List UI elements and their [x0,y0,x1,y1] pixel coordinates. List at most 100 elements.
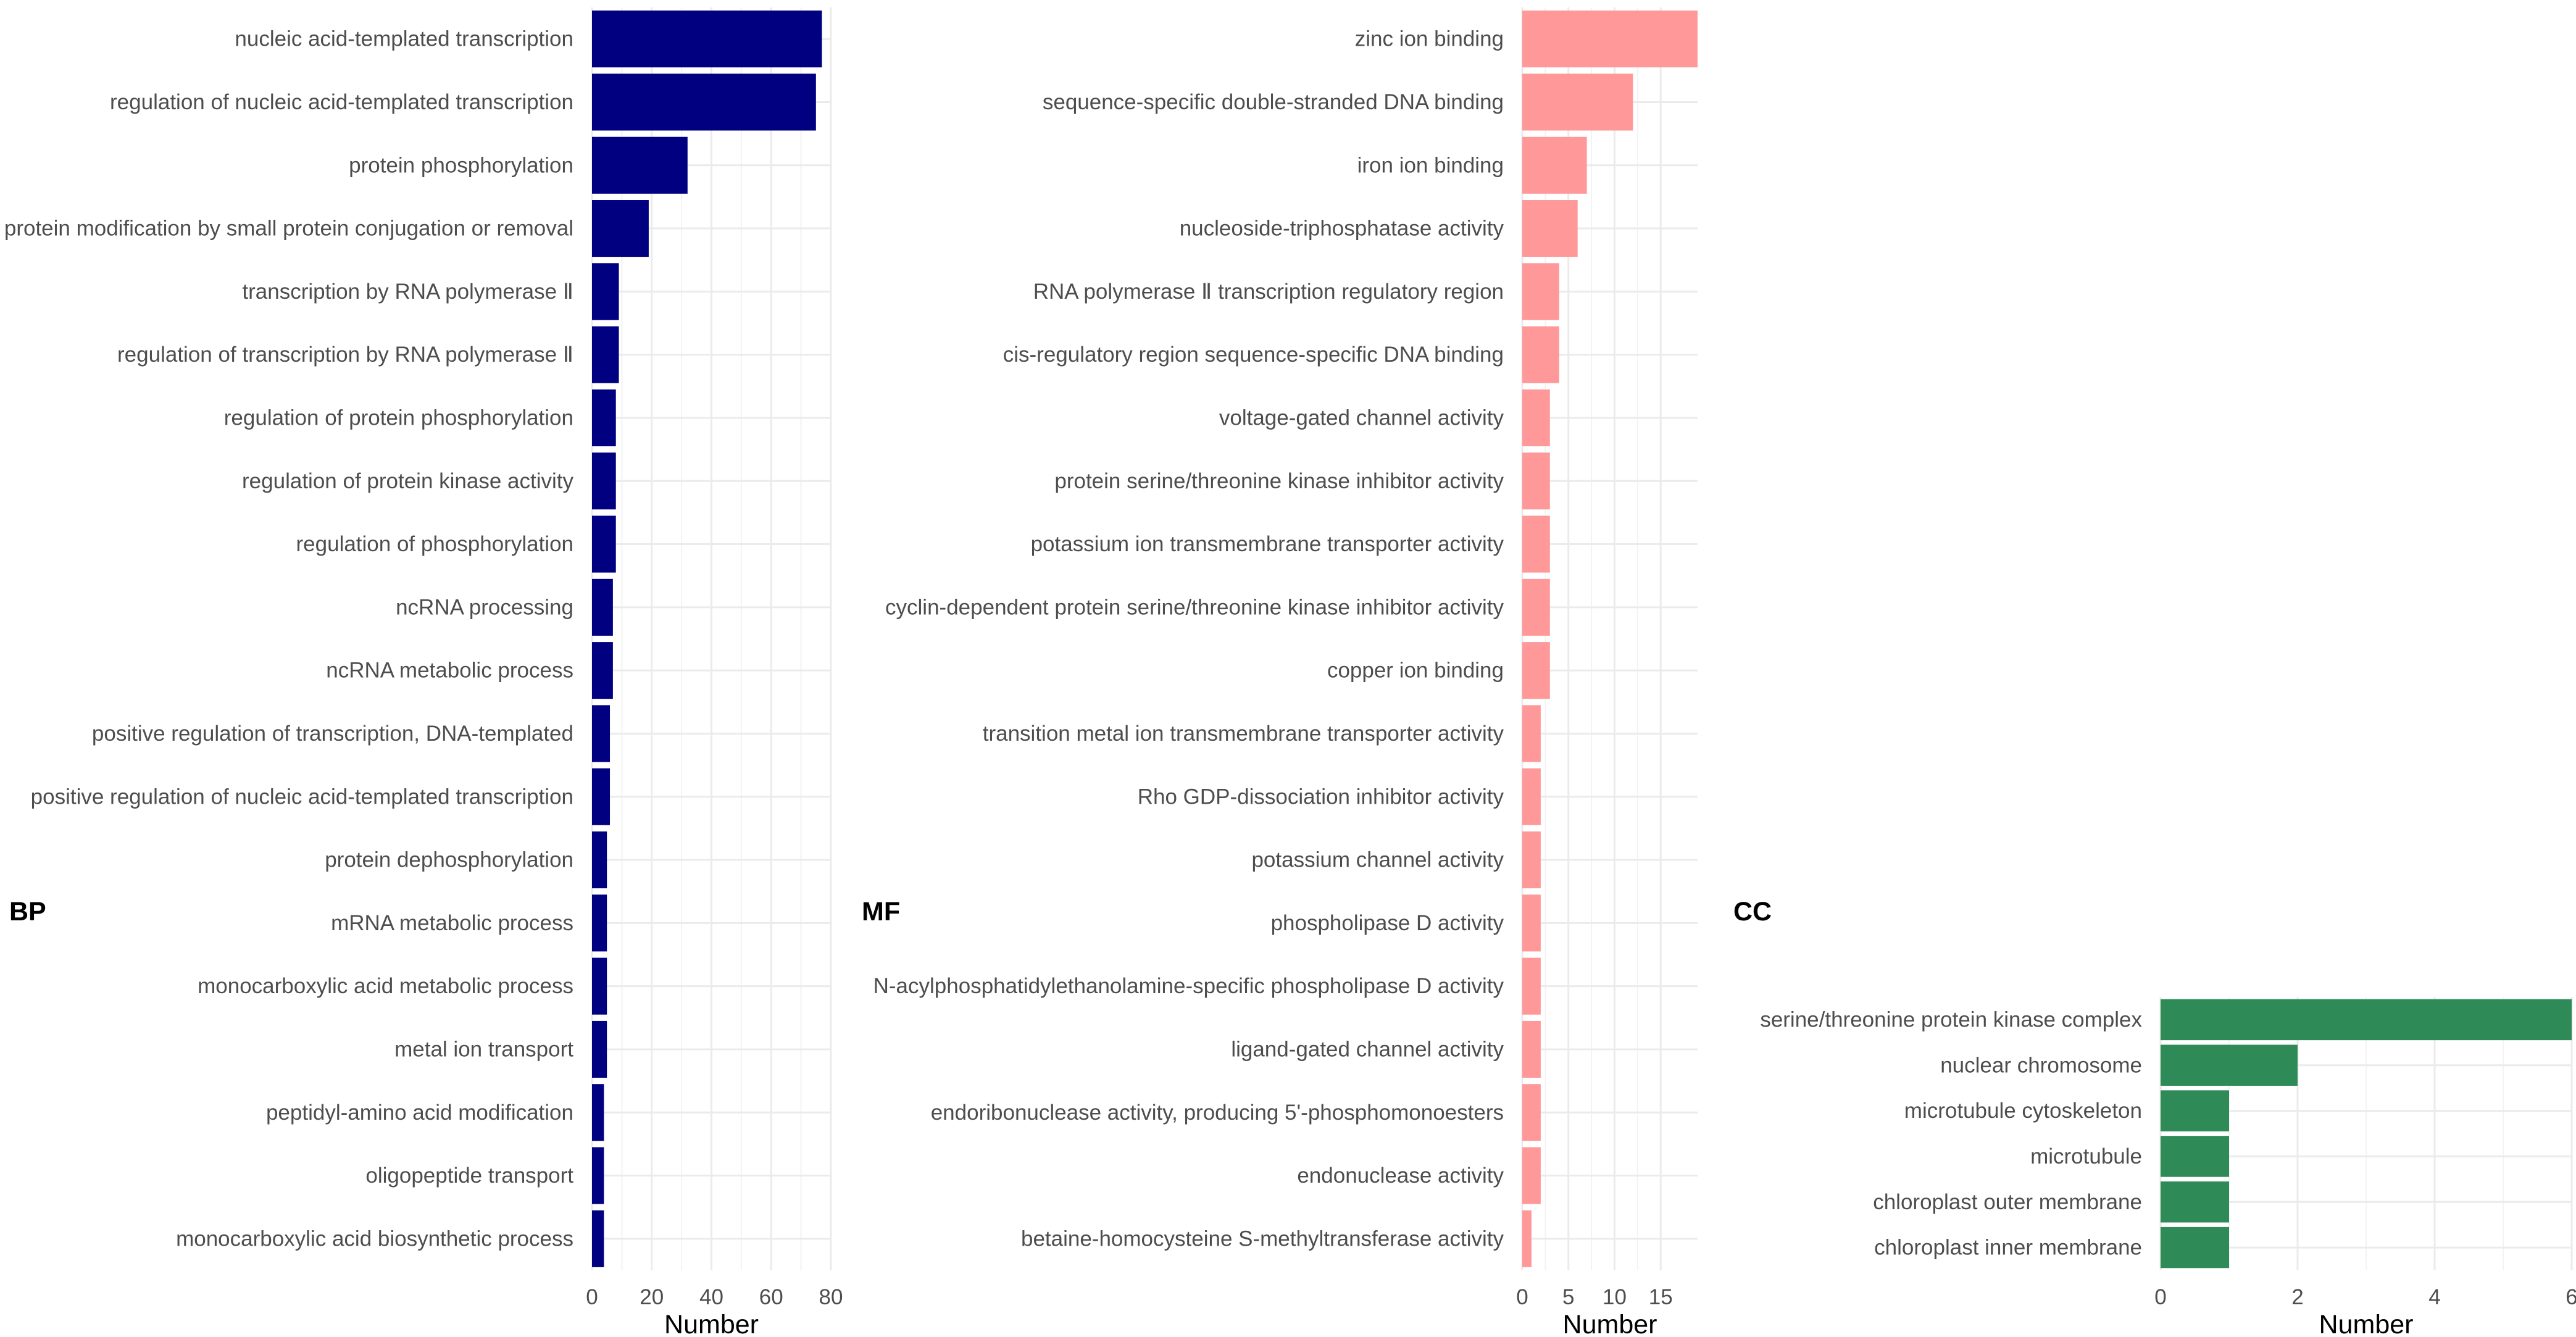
bar-mf-11 [1522,705,1541,762]
bar-mf-2 [1522,136,1587,194]
x-tick-label: 2 [2291,1285,2303,1309]
bar-cc-4 [2161,1181,2229,1223]
category-label: positive regulation of transcription, DN… [92,722,573,746]
x-tick-label: 80 [819,1285,843,1309]
category-label: positive regulation of nucleic acid-temp… [31,785,573,809]
category-label: protein serine/threonine kinase inhibito… [1054,469,1504,493]
x-tick-label: 10 [1603,1285,1627,1309]
bar-mf-1 [1522,73,1633,131]
category-label: sequence-specific double-stranded DNA bi… [1043,90,1504,114]
category-label: N-acylphosphatidylethanolamine-specific … [873,974,1504,998]
category-label: ligand-gated channel activity [1231,1037,1504,1061]
bar-mf-6 [1522,389,1550,446]
bar-mf-16 [1522,1020,1541,1078]
bar-bp-13 [592,831,607,889]
bar-bp-1 [592,73,816,131]
category-label: potassium ion transmembrane transporter … [1031,532,1504,556]
category-label: microtubule cytoskeleton [1904,1099,2142,1123]
category-label: oligopeptide transport [365,1164,573,1188]
category-label: chloroplast outer membrane [1873,1190,2142,1214]
category-label: regulation of nucleic acid-templated tra… [110,90,573,114]
x-tick-label: 20 [640,1285,664,1309]
bar-mf-8 [1522,515,1550,573]
category-label: transition metal ion transmembrane trans… [983,722,1504,746]
bar-bp-16 [592,1020,607,1078]
bar-mf-3 [1522,200,1578,257]
panel-tag-bp: BP [9,897,46,927]
category-label: potassium channel activity [1251,848,1504,872]
category-label: cyclin-dependent protein serine/threonin… [885,595,1504,619]
category-label: betaine-homocysteine S-methyltransferase… [1021,1227,1504,1251]
x-tick-label: 4 [2428,1285,2440,1309]
category-label: nucleoside-triphosphatase activity [1180,217,1504,241]
bar-cc-1 [2161,1044,2298,1086]
category-label: microtubule [2030,1144,2142,1168]
x-tick-label: 5 [1562,1285,1574,1309]
x-tick-label: 0 [2154,1285,2166,1309]
bar-mf-19 [1522,1210,1532,1267]
bar-bp-5 [592,326,619,383]
x-tick-labels: 0 2 4 6 [2154,1285,2576,1309]
x-tick-label: 60 [759,1285,783,1309]
panel-mf: zinc ion binding sequence-specific double… [862,7,1698,1337]
category-label: endonuclease activity [1297,1164,1504,1188]
category-label: nuclear chromosome [1940,1053,2142,1077]
bar-bp-6 [592,389,616,446]
x-tick-label: 15 [1649,1285,1673,1309]
category-label: regulation of phosphorylation [296,532,573,556]
bar-cc-0 [2161,999,2572,1041]
category-label: mRNA metabolic process [331,911,573,935]
x-tick-label: 0 [586,1285,598,1309]
category-label: ncRNA metabolic process [326,659,573,683]
category-label: nucleic acid-templated transcription [235,27,573,51]
bars [592,10,822,1267]
category-label: monocarboxylic acid metabolic process [198,974,573,998]
bar-mf-13 [1522,831,1541,889]
bar-bp-4 [592,263,619,320]
grid-lines [591,7,832,1270]
category-label: ncRNA processing [396,595,573,619]
bar-mf-0 [1522,10,1698,68]
bar-mf-4 [1522,263,1559,320]
category-label: metal ion transport [394,1037,573,1061]
category-label: RNA polymerase Ⅱ transcription regulator… [1033,280,1504,304]
bar-bp-15 [592,957,607,1015]
bar-bp-14 [592,894,607,952]
bar-mf-15 [1522,957,1541,1015]
bar-mf-12 [1522,768,1541,825]
x-tick-label: 0 [1516,1285,1528,1309]
bar-cc-3 [2161,1136,2229,1177]
category-label: phospholipase D activity [1271,911,1504,935]
bar-bp-19 [592,1210,604,1267]
panel-tag-mf: MF [862,897,900,927]
bar-mf-9 [1522,578,1550,636]
category-label: zinc ion binding [1355,27,1504,51]
category-label: cis-regulatory region sequence-specific … [1003,343,1504,367]
bar-bp-8 [592,515,616,573]
category-label: regulation of transcription by RNA polym… [117,343,573,367]
bar-bp-2 [592,136,688,194]
x-axis-title: Number [2319,1310,2414,1337]
bar-bp-11 [592,705,611,762]
bar-cc-5 [2161,1227,2229,1268]
panel-cc: serine/threonine protein kinase complex n… [1733,897,2576,1337]
bar-mf-5 [1522,326,1559,383]
bar-cc-2 [2161,1090,2229,1131]
bar-mf-18 [1522,1147,1541,1204]
category-label: serine/threonine protein kinase complex [1760,1007,2142,1031]
bar-bp-7 [592,452,616,510]
category-label: endoribonuclease activity, producing 5'-… [931,1101,1504,1125]
category-label: transcription by RNA polymerase Ⅱ [242,280,573,304]
bars [2161,999,2572,1268]
bars [1522,10,1698,1267]
x-tick-label: 6 [2566,1285,2576,1309]
category-label: copper ion binding [1327,659,1504,683]
x-tick-labels: 0 20 40 60 80 [586,1285,843,1309]
bar-bp-17 [592,1084,604,1141]
x-axis-title: Number [1563,1310,1657,1337]
bar-mf-17 [1522,1084,1541,1141]
category-label: regulation of protein phosphorylation [224,406,573,430]
bar-bp-12 [592,768,611,825]
x-tick-label: 40 [699,1285,723,1309]
